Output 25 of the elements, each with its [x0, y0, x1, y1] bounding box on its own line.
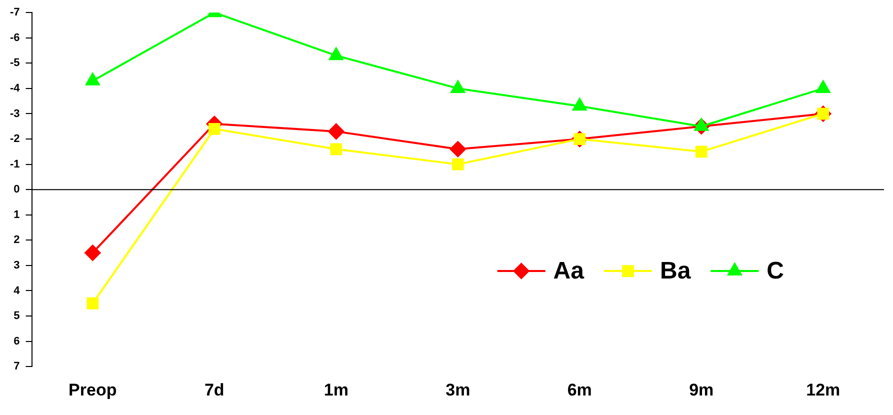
y-tick-label: 7 — [14, 360, 20, 373]
x-tick-label: 6m — [567, 380, 592, 400]
legend-label: Aa — [553, 258, 585, 285]
x-tick-label: 3m — [446, 380, 470, 400]
y-tick-label: -5 — [10, 57, 20, 70]
y-tick-label: -6 — [10, 32, 20, 44]
x-tick-label: 7d — [204, 380, 224, 400]
y-tick-label: 4 — [14, 284, 21, 297]
y-tick-label: 0 — [14, 184, 20, 196]
x-tick-label: 9m — [689, 380, 714, 400]
y-tick-label: 5 — [14, 310, 20, 322]
y-tick-label: 2 — [14, 234, 20, 246]
y-tick-label: -4 — [10, 82, 21, 94]
y-tick-label: -1 — [10, 158, 20, 170]
x-tick-label: Preop — [68, 380, 117, 400]
y-tick-label: 1 — [14, 208, 20, 221]
y-tick-label: 6 — [14, 335, 20, 348]
x-tick-label: 1m — [324, 380, 348, 400]
x-tick-label: 12m — [806, 380, 840, 400]
legend-label: Ba — [660, 258, 692, 285]
y-tick-label: -2 — [10, 133, 20, 146]
y-tick-label: 3 — [14, 259, 20, 272]
y-tick-label: -3 — [10, 108, 20, 120]
legend-label: C — [766, 258, 784, 285]
y-tick-label: -7 — [10, 6, 20, 19]
